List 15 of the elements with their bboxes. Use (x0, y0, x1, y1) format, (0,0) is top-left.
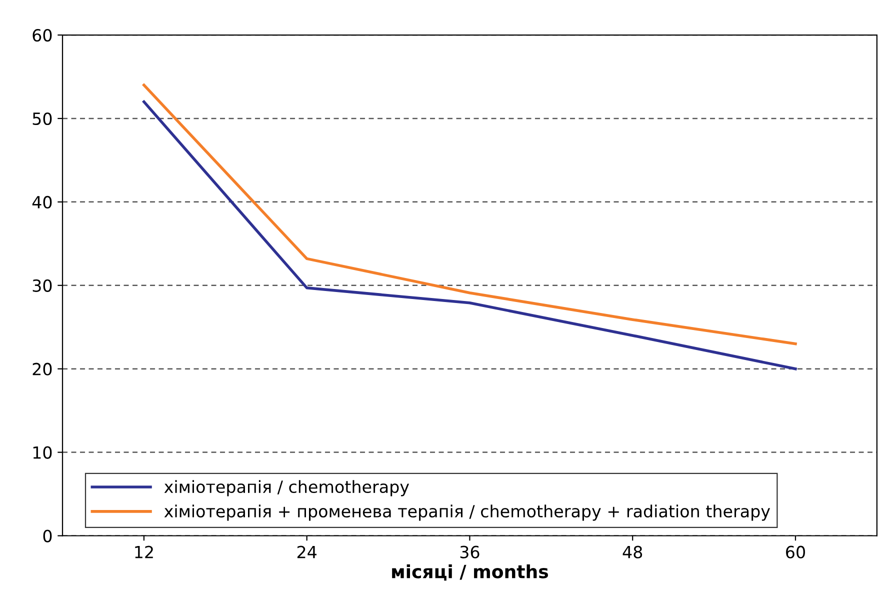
x-tick-label: 48 (622, 546, 642, 558)
y-tick-label: 10 (33, 446, 52, 459)
legend-label: хіміотерапія + променева терапія / chemotherapy + radiation therapy (164, 504, 770, 521)
x-tick-label: 36 (460, 546, 480, 558)
x-tick-label: 12 (135, 546, 153, 558)
y-tick-label: 20 (32, 362, 52, 376)
x-tick-label: 60 (786, 546, 805, 558)
y-tick-label: 40 (32, 196, 52, 209)
y-tick-label: 60 (32, 28, 52, 42)
y-tick-label: 30 (32, 279, 52, 292)
y-tick-label: 50 (32, 112, 52, 126)
x-axis-title: місяці / months (392, 564, 548, 581)
x-tick-label: 24 (297, 546, 317, 558)
legend-label: хіміотерапія / chemotherapy (164, 480, 410, 496)
y-tick-label: 0 (43, 530, 52, 542)
